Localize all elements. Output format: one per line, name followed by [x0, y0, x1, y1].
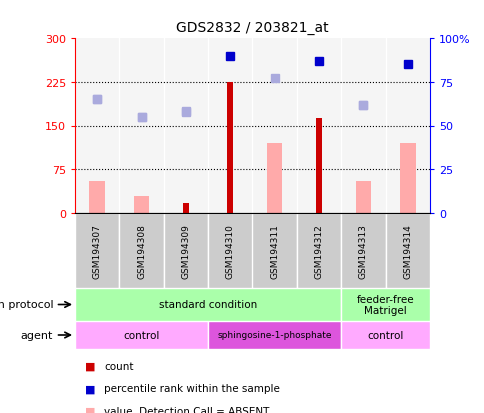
Bar — [89, 181, 105, 214]
Text: ■: ■ — [85, 361, 95, 370]
Text: ■: ■ — [85, 406, 95, 413]
Text: GSM194311: GSM194311 — [270, 223, 279, 278]
Bar — [134, 196, 149, 214]
Text: GSM194307: GSM194307 — [92, 223, 102, 278]
Bar — [355, 181, 370, 214]
Text: feeder-free
Matrigel: feeder-free Matrigel — [356, 294, 414, 316]
Text: control: control — [123, 330, 159, 340]
Text: GSM194310: GSM194310 — [226, 223, 234, 278]
Text: GSM194309: GSM194309 — [181, 223, 190, 278]
Text: control: control — [367, 330, 403, 340]
Bar — [252, 214, 296, 288]
Bar — [208, 214, 252, 288]
Bar — [119, 214, 164, 288]
Text: GSM194308: GSM194308 — [137, 223, 146, 278]
Text: GSM194314: GSM194314 — [403, 223, 411, 278]
Bar — [341, 321, 429, 349]
Bar — [316, 119, 321, 214]
Bar — [341, 288, 429, 321]
Bar — [296, 214, 341, 288]
Text: GSM194312: GSM194312 — [314, 223, 323, 278]
Bar — [266, 144, 282, 214]
Text: standard condition: standard condition — [159, 300, 257, 310]
Text: ■: ■ — [85, 383, 95, 393]
Bar — [75, 288, 341, 321]
Text: growth protocol: growth protocol — [0, 300, 53, 310]
Bar — [75, 321, 208, 349]
Bar — [164, 214, 208, 288]
Text: agent: agent — [21, 330, 53, 340]
Bar — [75, 214, 119, 288]
Bar — [399, 144, 415, 214]
Text: count: count — [104, 361, 133, 370]
Text: sphingosine-1-phosphate: sphingosine-1-phosphate — [217, 331, 331, 339]
Bar — [182, 203, 188, 214]
Text: percentile rank within the sample: percentile rank within the sample — [104, 383, 279, 393]
Bar — [341, 214, 385, 288]
Bar — [227, 83, 233, 214]
Title: GDS2832 / 203821_at: GDS2832 / 203821_at — [176, 21, 328, 35]
Bar — [385, 214, 429, 288]
Text: value, Detection Call = ABSENT: value, Detection Call = ABSENT — [104, 406, 269, 413]
Bar — [208, 321, 341, 349]
Text: GSM194313: GSM194313 — [358, 223, 367, 278]
